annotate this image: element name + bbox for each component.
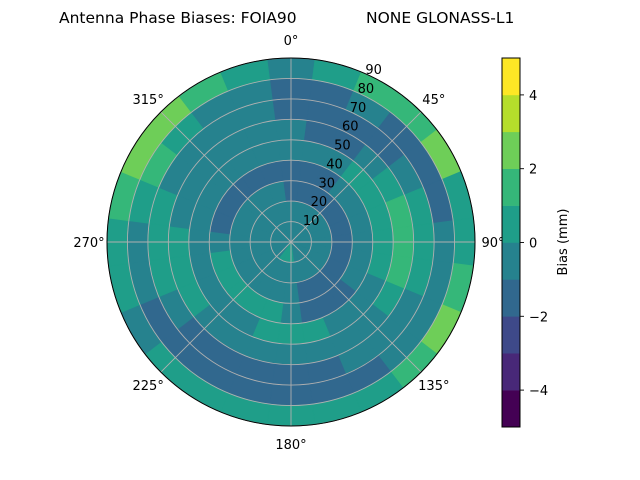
polar-grid [106,57,476,427]
theta-tick-label: 270° [73,236,104,251]
theta-tick-label: 135° [418,379,449,394]
colorbar-tick-label: 0 [529,237,537,252]
theta-gridline [290,111,422,243]
colorbar-band [502,58,520,96]
colorbar: −4 −2 0 2 4 [501,57,548,428]
radial-tick-label: 20 [311,195,328,210]
colorbar-band [502,205,520,243]
colorbar-band [502,94,520,133]
radial-tick-label: 50 [334,139,351,154]
radial-tick-labels: 10 20 30 40 50 60 70 80 90 [303,63,382,229]
theta-tick-labels: 0° 45° 90° 135° 180° 225° 270° 315° [73,34,504,453]
colorbar-band [502,316,520,354]
colorbar-band [502,279,520,317]
radial-tick-label: 80 [358,82,375,97]
theta-gridline [290,241,422,373]
colorbar-tick-label: 4 [529,89,537,104]
radial-tick-label: 40 [326,157,343,172]
theta-tick-label: 225° [133,379,164,394]
colorbar-band [502,353,520,391]
colorbar-band [502,242,520,280]
radial-tick-label: 10 [303,214,320,229]
theta-tick-label: 0° [284,34,299,49]
theta-tick-label: 315° [133,93,164,108]
radial-tick-label: 90 [365,63,382,78]
colorbar-band [502,390,520,428]
theta-gridline [160,111,292,243]
radial-tick-label: 70 [350,101,367,116]
theta-tick-label: 180° [275,438,306,453]
colorbar-label: Bias (mm) [556,209,571,276]
colorbar-tick-label: 2 [529,163,537,178]
theta-tick-label: 90° [481,236,504,251]
theta-gridline [160,241,292,373]
colorbar-band [502,168,520,206]
polar-frame [106,57,476,427]
colorbar-tick-label: −4 [529,384,548,399]
chart-title-left: Antenna Phase Biases: FOIA90 [59,9,297,27]
radial-tick-label: 30 [318,176,335,191]
chart-title-right: NONE GLONASS-L1 [366,9,514,27]
radial-tick-label: 60 [342,120,359,135]
colorbar-tick-label: −2 [529,310,548,325]
theta-tick-label: 45° [422,93,445,108]
colorbar-band [502,131,520,169]
